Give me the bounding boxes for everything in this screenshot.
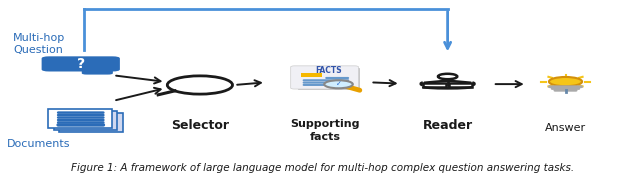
Circle shape (324, 80, 353, 88)
Text: Multi-hop
Question: Multi-hop Question (13, 33, 65, 55)
FancyBboxPatch shape (298, 68, 358, 89)
FancyBboxPatch shape (54, 111, 117, 130)
FancyBboxPatch shape (48, 109, 112, 128)
Text: ?: ? (77, 57, 85, 71)
FancyBboxPatch shape (82, 67, 113, 75)
Text: Selector: Selector (171, 119, 229, 132)
Bar (301, 73, 321, 77)
FancyBboxPatch shape (423, 83, 446, 87)
Text: FACTS: FACTS (315, 66, 342, 75)
Circle shape (549, 77, 582, 86)
Text: Figure 1: A framework of large language model for multi-hop complex question ans: Figure 1: A framework of large language … (70, 163, 573, 173)
Text: Reader: Reader (422, 119, 473, 132)
Text: ✓: ✓ (335, 81, 341, 87)
Text: Documents: Documents (7, 139, 70, 149)
Text: Answer: Answer (545, 123, 586, 133)
FancyBboxPatch shape (449, 83, 472, 87)
FancyBboxPatch shape (291, 66, 358, 89)
FancyBboxPatch shape (60, 113, 123, 132)
Polygon shape (76, 69, 100, 73)
FancyBboxPatch shape (42, 56, 120, 72)
Text: Supporting
facts: Supporting facts (291, 119, 360, 142)
